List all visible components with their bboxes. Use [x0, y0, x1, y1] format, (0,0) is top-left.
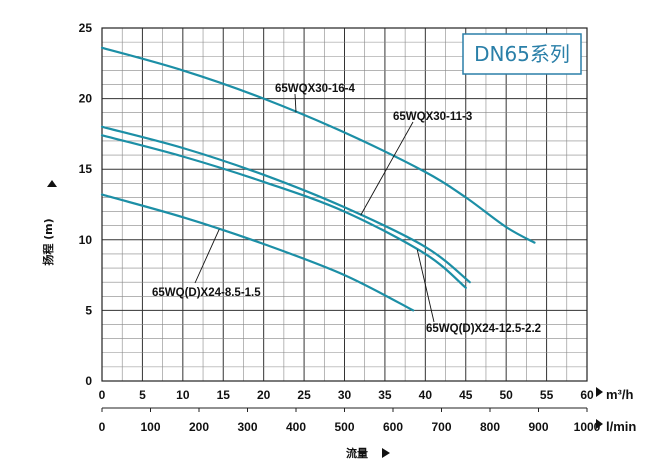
leader-line — [416, 249, 435, 323]
curve-label: 65WQX30-11-3 — [393, 111, 472, 123]
y-tick-label: 5 — [85, 303, 92, 317]
x2-tick-label: 200 — [189, 420, 209, 434]
x2-tick-label: 600 — [383, 420, 403, 434]
x2-tick-label: 100 — [140, 420, 160, 434]
x-axis-label: 流量 — [346, 446, 368, 460]
x-tick-label: 10 — [176, 388, 190, 402]
x2-tick-label: 900 — [528, 420, 548, 434]
x-tick-label: 35 — [378, 388, 392, 402]
y-tick-label: 10 — [79, 233, 93, 247]
curve-line — [100, 46, 536, 244]
x-axis-arrow-icon — [382, 448, 390, 458]
x-tick-label: 15 — [217, 388, 231, 402]
curve-label: 65WQ(D)X24-8.5-1.5 — [152, 287, 261, 299]
curve-labels: 65WQX30-16-4 65WQX30-11-3 65WQ(D)X24-12.5-… — [152, 83, 541, 335]
y-tick-label: 0 — [85, 374, 92, 388]
curves — [100, 46, 536, 312]
leader-line — [360, 121, 414, 216]
y-axis-arrow-icon — [47, 180, 57, 187]
series-badge: DN65系列 — [474, 42, 570, 66]
x-tick-label: 45 — [459, 388, 473, 402]
x2-tick-label: 700 — [431, 420, 451, 434]
unit-primary-arrow-icon — [596, 387, 603, 397]
series-badge-box — [462, 33, 582, 75]
unit-secondary-arrow-icon — [596, 419, 603, 429]
x-tick-label: 50 — [499, 388, 513, 402]
curve-line — [100, 134, 467, 289]
x2-tick-label: 500 — [334, 420, 354, 434]
x-tick-label: 25 — [297, 388, 311, 402]
x-tick-label: 60 — [580, 388, 594, 402]
x-tick-label: 40 — [419, 388, 433, 402]
x-tick-label: 0 — [99, 388, 106, 402]
plot-frame — [101, 27, 588, 382]
x2-tick-label: 800 — [480, 420, 500, 434]
x2-tick-label: 400 — [286, 420, 306, 434]
y-tick-label: 15 — [79, 162, 93, 176]
grid — [101, 27, 588, 382]
x-tick-label: 20 — [257, 388, 271, 402]
x2-tick-label: 300 — [237, 420, 257, 434]
x-tick-label: 30 — [338, 388, 352, 402]
x-unit-primary: m³/h — [606, 387, 634, 402]
curve-line — [100, 193, 415, 312]
y-axis-label: 扬程 (m) — [41, 218, 55, 265]
curve-label: 65WQ(D)X24-12.5-2.2 — [426, 323, 541, 335]
x2-tick-label: 0 — [99, 420, 106, 434]
curve-line — [100, 125, 471, 284]
y-tick-label: 25 — [79, 21, 93, 35]
x-tick-label: 5 — [139, 388, 146, 402]
x-tick-label: 55 — [540, 388, 554, 402]
leader-line — [294, 93, 297, 113]
leader-line — [194, 229, 220, 284]
y-tick-label: 20 — [79, 92, 93, 106]
curve-label: 65WQX30-16-4 — [275, 83, 356, 95]
x2-tick-label: 1000 — [574, 420, 601, 434]
leader-lines — [194, 93, 435, 323]
x-unit-secondary: l/min — [606, 419, 636, 434]
